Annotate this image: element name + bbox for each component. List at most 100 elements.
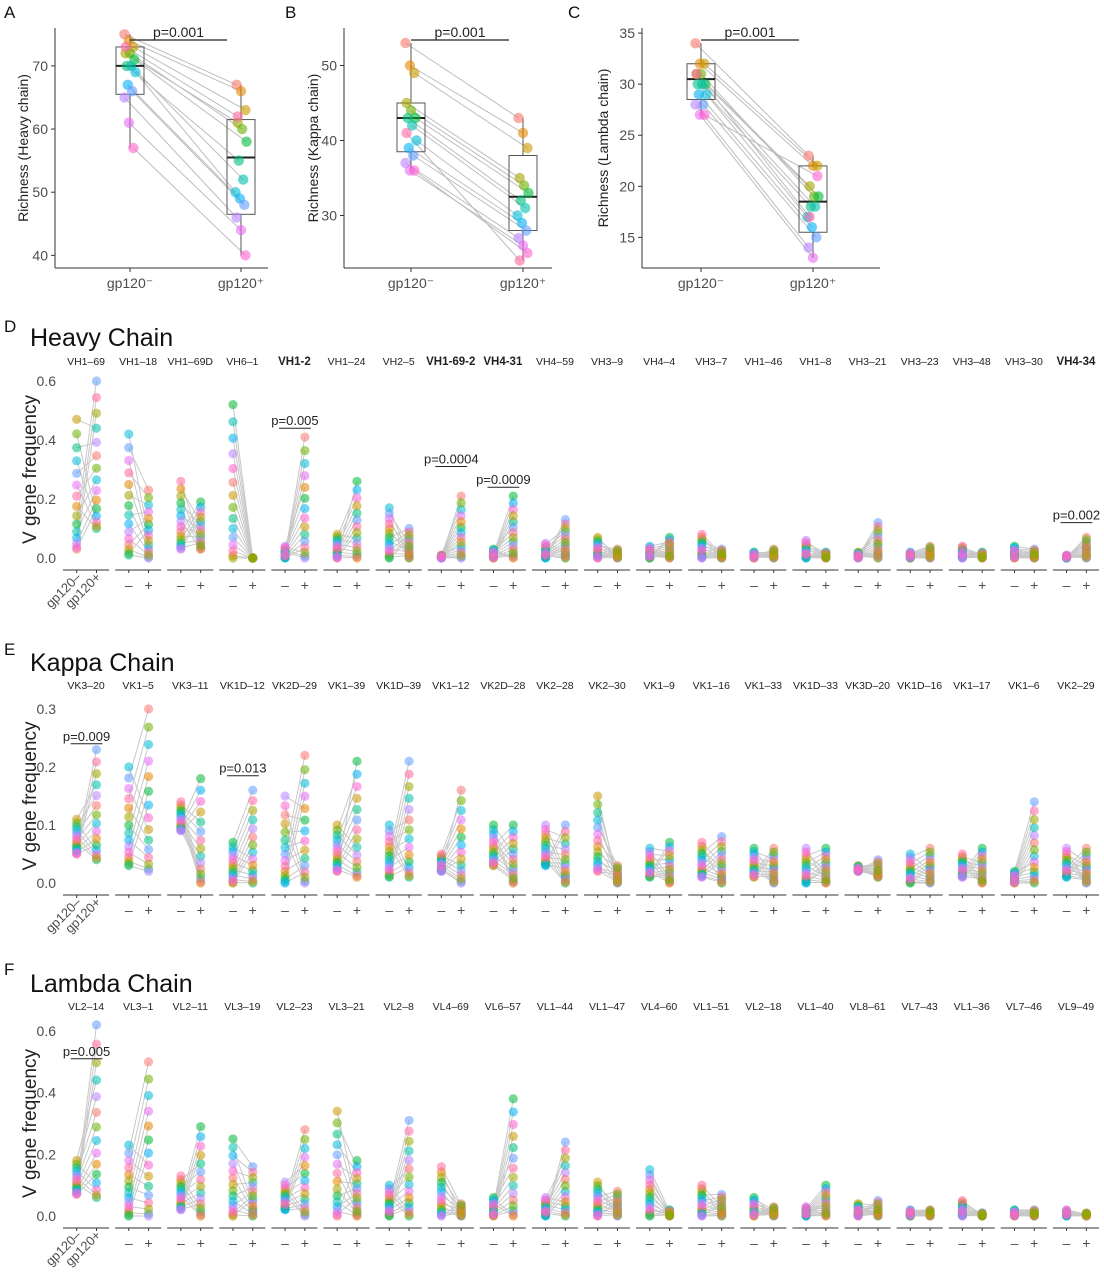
x-tick-label: +: [874, 577, 882, 593]
pair-line: [414, 72, 528, 149]
point: [717, 877, 727, 887]
panel-d: D Heavy Chain V gene frequency 0.0 0.2 0.4 0…: [4, 317, 1100, 611]
pair-line: [415, 117, 529, 194]
x-tick-label: –: [594, 1235, 602, 1251]
x-tick-label: –: [281, 902, 289, 918]
point: [332, 1150, 342, 1160]
point: [540, 853, 551, 863]
point: [72, 542, 82, 552]
point: [352, 769, 362, 779]
point: [300, 815, 310, 825]
pair-line: [407, 117, 522, 201]
x-tick-label: –: [906, 577, 914, 593]
point: [925, 869, 935, 879]
y-tick-label: 0.0: [37, 1208, 57, 1224]
point: [1029, 549, 1039, 559]
point: [404, 769, 414, 779]
point: [280, 861, 290, 871]
pair-line: [128, 807, 149, 841]
point: [404, 756, 414, 766]
point: [508, 859, 518, 869]
panel-c-letter: C: [568, 3, 580, 22]
point: [1061, 867, 1072, 877]
y-tick-label: 0.6: [37, 373, 57, 389]
point: [508, 548, 518, 558]
point: [124, 793, 134, 804]
point: [717, 549, 727, 559]
point: [120, 41, 131, 53]
x-tick-label: +: [613, 902, 621, 918]
x-tick-label: +: [197, 1235, 205, 1251]
point: [231, 212, 242, 223]
point: [72, 527, 82, 537]
point: [196, 1174, 206, 1185]
point: [176, 1205, 186, 1215]
point: [384, 865, 394, 875]
point: [124, 762, 134, 772]
point: [124, 835, 134, 845]
pair-line: [695, 42, 809, 157]
point: [508, 1201, 518, 1211]
point: [593, 1197, 603, 1207]
point: [803, 242, 814, 253]
point: [801, 1203, 811, 1213]
point: [560, 523, 570, 533]
point: [143, 1121, 154, 1131]
point: [332, 1159, 342, 1169]
point: [143, 756, 154, 766]
point: [400, 157, 411, 169]
point: [593, 829, 603, 839]
point: [1061, 846, 1072, 857]
point: [91, 1107, 102, 1117]
point: [691, 68, 702, 80]
x-tick-label: +: [822, 902, 830, 918]
point: [925, 1205, 935, 1216]
point: [332, 1106, 342, 1116]
point: [91, 826, 102, 836]
panel-f: F Lambda Chain V gene frequency 0.0 0.2 0.4…: [4, 960, 1099, 1269]
pair-line: [127, 84, 241, 199]
point: [352, 781, 362, 792]
point: [957, 549, 967, 559]
point: [143, 835, 154, 845]
point: [196, 835, 206, 845]
y-axis-label: Richness (Heavy chain): [15, 74, 31, 222]
point: [143, 535, 154, 546]
point: [456, 854, 466, 864]
point: [512, 210, 523, 221]
point: [248, 1201, 258, 1212]
point: [508, 838, 518, 849]
point: [300, 765, 310, 775]
point: [280, 1180, 290, 1190]
point: [807, 252, 819, 263]
pair-line: [232, 528, 254, 559]
point: [384, 872, 394, 882]
point: [239, 199, 250, 211]
pvalue-label: p=0.001: [153, 24, 204, 40]
point: [769, 876, 779, 887]
x-tick-label: +: [874, 902, 882, 918]
point: [873, 552, 883, 563]
pair-line: [130, 65, 244, 180]
point: [91, 769, 102, 779]
x-tick-label: +: [926, 577, 934, 593]
x-tick-label: –: [1063, 902, 1071, 918]
point: [593, 544, 603, 555]
point: [91, 451, 102, 461]
pair-line: [128, 760, 150, 834]
point: [645, 852, 655, 863]
point: [124, 828, 134, 838]
pair-line: [700, 73, 815, 197]
point: [508, 1181, 518, 1191]
facet-gene-label: VL4–69: [433, 1001, 469, 1013]
pair-line: [406, 132, 521, 261]
x-tick-label: +: [353, 1235, 361, 1251]
point: [1029, 1208, 1039, 1219]
point: [560, 1181, 570, 1191]
point: [176, 1171, 186, 1181]
point: [540, 861, 551, 871]
point: [352, 842, 362, 852]
point: [143, 772, 154, 782]
point: [280, 878, 290, 888]
point: [664, 850, 675, 860]
